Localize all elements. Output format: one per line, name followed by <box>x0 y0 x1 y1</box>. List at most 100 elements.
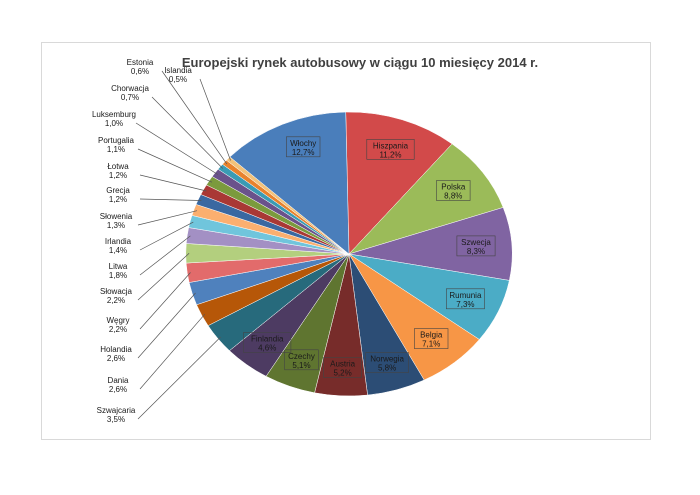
data-label-box <box>436 180 471 201</box>
pie-slice-polska <box>348 143 504 255</box>
data-label-box <box>323 357 363 378</box>
data-label-value: 7,3% <box>456 300 474 309</box>
leader-line-slowacja <box>137 253 190 301</box>
leader-line-holandia <box>137 292 196 359</box>
data-label-value: 1,1% <box>107 145 125 154</box>
data-label-value: 12,7% <box>292 148 315 157</box>
data-label-box <box>456 235 496 257</box>
data-label-name: Luksemburg <box>92 110 136 119</box>
data-label-value: 0,5% <box>169 75 187 84</box>
pie-chart: Europejski rynek autobusowy w ciągu 10 m… <box>92 55 538 424</box>
data-label-value: 3,5% <box>107 415 125 424</box>
data-label-value: 5,2% <box>333 369 351 378</box>
data-label-box <box>243 332 292 353</box>
data-label-name: Finlandia <box>251 335 284 344</box>
leader-line-lotwa <box>139 174 207 192</box>
data-label-value: 0,6% <box>131 67 149 76</box>
data-label-value: 1,3% <box>107 221 125 230</box>
data-label-value: 4,6% <box>258 344 276 353</box>
data-label-box <box>286 136 321 158</box>
data-label-value: 2,2% <box>109 325 127 334</box>
data-label-name: Dania <box>108 376 129 385</box>
pie-slices <box>185 111 513 397</box>
leader-line-chorwacja <box>151 96 224 169</box>
leader-line-szwajcaria <box>137 336 221 420</box>
data-label-name: Belgia <box>420 331 443 340</box>
leader-line-portugalia <box>137 148 213 183</box>
data-label-box <box>445 288 485 310</box>
data-label-name: Austria <box>330 360 355 369</box>
data-label-name: Słowenia <box>100 212 133 221</box>
data-label-name: Węgry <box>106 316 129 325</box>
data-label-name: Chorwacja <box>111 84 149 93</box>
data-label-box <box>366 139 415 160</box>
leader-line-estonia <box>161 70 228 165</box>
data-label-value: 1,2% <box>109 195 127 204</box>
leader-line-dania <box>139 313 206 390</box>
leader-line-grecja <box>139 198 202 201</box>
data-label-name: Rumunia <box>449 291 482 300</box>
data-label-value: 2,2% <box>107 296 125 305</box>
leader-line-luksemburg <box>135 122 218 175</box>
data-label-value: 1,2% <box>109 171 127 180</box>
chart-area: Europejski rynek autobusowy w ciągu 10 m… <box>41 42 651 440</box>
data-label-name: Polska <box>441 183 466 192</box>
data-label-value: 8,3% <box>467 247 485 256</box>
data-label-name: Irlandia <box>105 237 132 246</box>
data-label-box <box>365 352 409 373</box>
data-label-value: 0,7% <box>121 93 139 102</box>
leader-line-wegry <box>139 272 191 330</box>
data-label-name: Islandia <box>164 66 192 75</box>
leader-line-litwa <box>139 235 191 276</box>
data-label-name: Hiszpania <box>373 141 409 150</box>
data-label-name: Portugalia <box>98 136 135 145</box>
data-label-name: Szwajcaria <box>97 406 136 415</box>
data-label-value: 5,1% <box>292 361 310 370</box>
leader-line-slowenia <box>137 210 198 226</box>
data-label-box <box>284 349 319 371</box>
data-label-name: Słowacja <box>100 287 133 296</box>
data-label-box <box>414 328 449 349</box>
data-label-name: Litwa <box>109 262 128 271</box>
data-label-value: 5,8% <box>378 364 396 373</box>
data-label-name: Norwegia <box>370 355 404 364</box>
data-label-name: Włochy <box>290 139 316 148</box>
leader-lines <box>135 70 231 420</box>
data-label-name: Szwecja <box>461 238 491 247</box>
leader-line-islandia <box>199 78 231 161</box>
data-label-value: 2,6% <box>107 354 125 363</box>
pie-slice-hiszpania <box>345 111 453 255</box>
pie-slice-wlochy <box>229 111 350 255</box>
data-label-value: 8,8% <box>444 192 462 201</box>
data-label-name: Grecja <box>106 186 130 195</box>
chart-title: Europejski rynek autobusowy w ciągu 10 m… <box>182 55 538 70</box>
data-label-name: Czechy <box>288 352 315 361</box>
leader-line-irlandia <box>139 221 194 251</box>
data-label-name: Holandia <box>100 345 132 354</box>
